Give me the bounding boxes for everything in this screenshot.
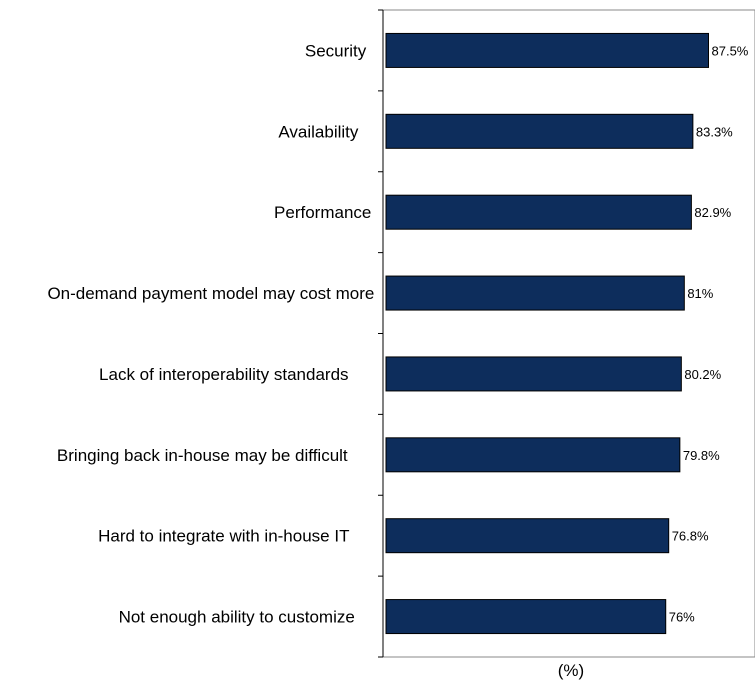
category-label-line: Security — [305, 41, 367, 60]
category-label: Not enough ability to customize — [119, 608, 355, 627]
value-label: 79.8% — [683, 448, 720, 463]
x-axis-label: (%) — [558, 661, 584, 680]
bar — [385, 32, 709, 68]
value-label: 76.8% — [672, 529, 709, 544]
value-label: 83.3% — [696, 124, 733, 139]
plot-area — [382, 9, 755, 658]
category-label: Hard to integrate with in-house IT — [98, 527, 349, 546]
bar — [385, 518, 670, 554]
value-label: 82.9% — [694, 205, 731, 220]
bar — [385, 356, 682, 392]
value-labels: 87.5% 83.3% 82.9% 81% 80.2% 79.8% 76.8% 76% — [669, 43, 749, 624]
category-label: Bringing back in-house may be difficult — [57, 446, 348, 465]
category-label: Performance — [274, 203, 371, 222]
bar — [385, 275, 685, 311]
category-label: Availability — [278, 122, 359, 141]
axis-ticks — [378, 9, 383, 658]
category-label-line: Hard to integrate with in-house IT — [98, 527, 349, 546]
bars-group — [385, 32, 709, 635]
category-label-line: Bringing back in-house may be difficult — [57, 446, 348, 465]
category-label-line: Performance — [274, 203, 371, 222]
bar — [385, 113, 694, 149]
category-label-line: Availability — [278, 122, 359, 141]
category-label-line: Lack of interoperability standards — [99, 365, 348, 384]
category-label-line: Not enough ability to customize — [119, 608, 355, 627]
category-labels: Security Availability Performance On-demand… — [47, 41, 374, 626]
category-label-line: On-demand payment model may cost more — [47, 284, 374, 303]
category-label: Security — [305, 41, 367, 60]
category-label: Lack of interoperability standards — [99, 365, 348, 384]
category-label: On-demand payment model may cost more — [47, 284, 374, 303]
bar — [385, 599, 667, 635]
bar — [385, 194, 692, 230]
bar — [385, 437, 681, 473]
value-label: 81% — [687, 286, 713, 301]
value-label: 76% — [669, 610, 695, 625]
value-label: 87.5% — [712, 43, 749, 58]
value-label: 80.2% — [684, 367, 721, 382]
